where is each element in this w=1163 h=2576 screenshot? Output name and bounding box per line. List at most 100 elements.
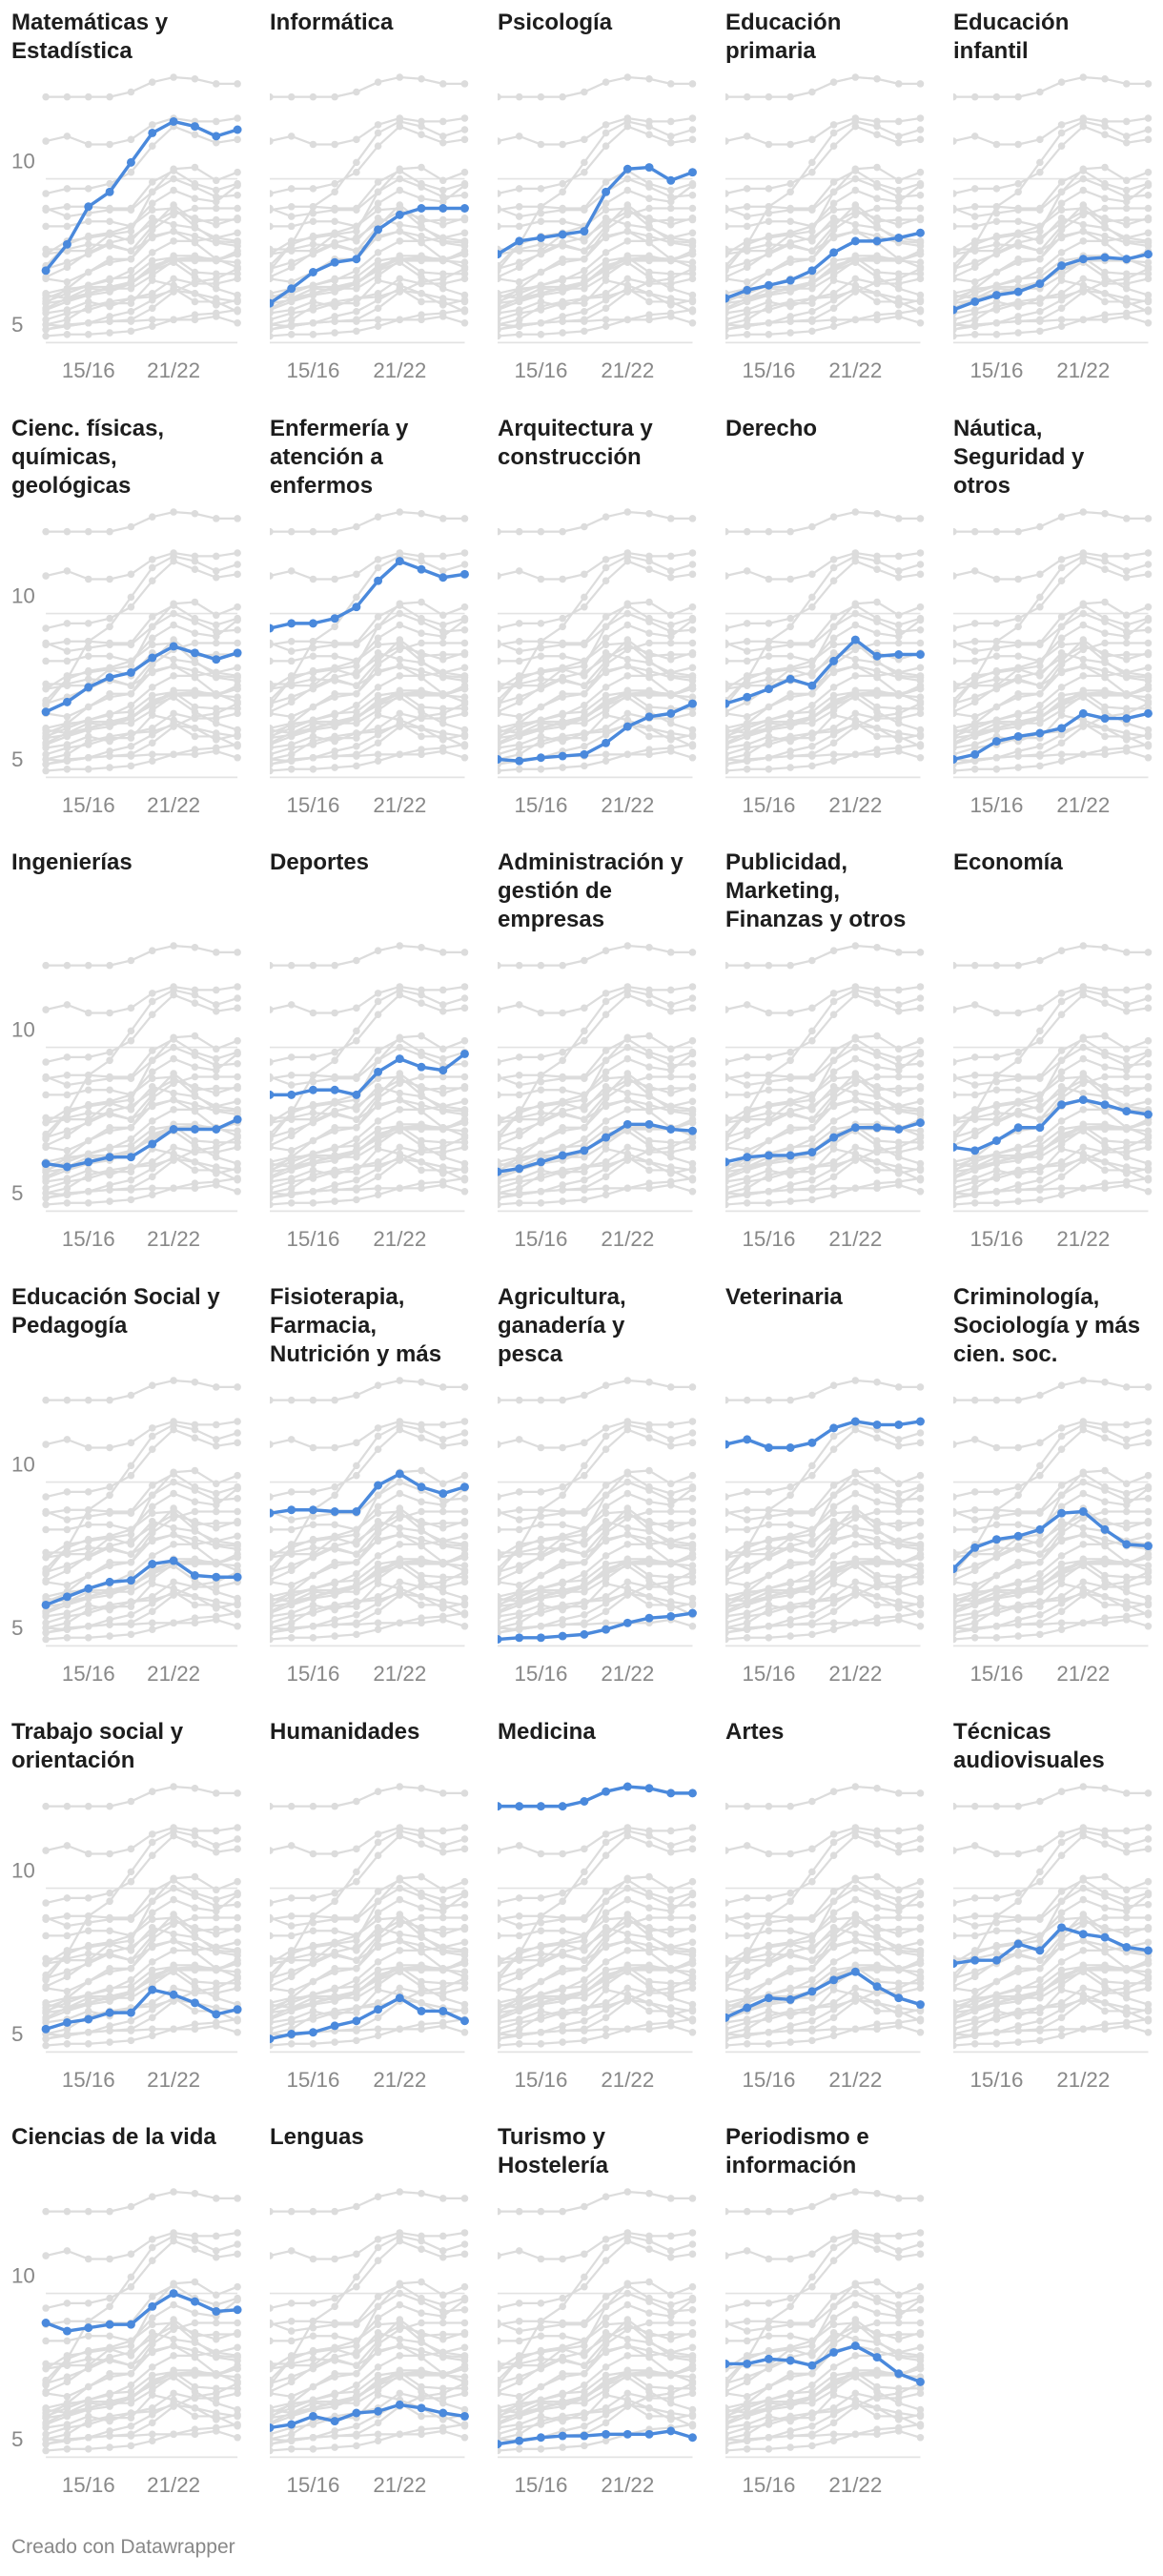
context-dot — [1079, 1143, 1088, 1152]
context-dot — [786, 737, 794, 746]
context-line — [45, 986, 238, 1014]
context-dot — [1036, 135, 1044, 144]
context-dot — [645, 1032, 653, 1040]
context-dot — [581, 295, 588, 302]
context-dot — [353, 701, 360, 709]
context-dot — [439, 1073, 447, 1081]
context-dot — [1036, 593, 1044, 601]
context-dot — [515, 566, 523, 575]
context-dot — [970, 1091, 979, 1099]
context-dot — [191, 194, 199, 202]
context-line — [45, 642, 238, 702]
context-dot — [786, 664, 794, 673]
context-dot — [765, 1010, 773, 1017]
context-dot — [418, 1101, 425, 1109]
context-dot — [894, 728, 903, 737]
context-dot — [623, 186, 632, 194]
context-dot — [374, 623, 382, 630]
context-dot — [1014, 763, 1022, 771]
context-dot — [808, 206, 816, 214]
context-line — [498, 743, 693, 772]
context-dot — [418, 117, 425, 126]
context-dot — [42, 527, 50, 536]
context-dot — [559, 217, 566, 226]
context-dot — [829, 222, 838, 231]
context-dot — [1144, 685, 1153, 693]
context-dot — [1144, 650, 1153, 658]
context-dot — [1014, 329, 1022, 337]
context-dot — [1014, 1049, 1022, 1056]
context-dot — [1014, 614, 1022, 623]
context-dot — [287, 245, 296, 254]
context-dot — [916, 168, 925, 176]
context-dot — [725, 137, 729, 145]
context-dot — [515, 306, 523, 314]
context-dot — [537, 732, 545, 740]
context-line — [953, 1130, 1149, 1178]
context-dot — [515, 1175, 523, 1183]
context-dot — [970, 1199, 979, 1207]
context-dot — [148, 1126, 156, 1134]
context-dot — [1014, 302, 1022, 311]
context-dot — [953, 290, 957, 297]
context-line — [498, 723, 693, 749]
context-dot — [829, 634, 838, 642]
context-dot — [1057, 683, 1066, 691]
highlight-dot — [515, 236, 524, 246]
highlight-dot — [84, 683, 93, 692]
context-dot — [743, 278, 751, 286]
context-dot — [894, 176, 903, 185]
context-dot — [127, 728, 135, 737]
context-dot — [106, 1086, 113, 1094]
context-dot — [829, 276, 838, 284]
context-dot — [287, 202, 296, 211]
context-dot — [851, 693, 860, 701]
context-dot — [460, 191, 469, 199]
context-dot — [1122, 573, 1131, 582]
context-dot — [537, 703, 545, 710]
context-dot — [148, 1083, 156, 1091]
context-dot — [515, 258, 523, 266]
context-dot — [808, 689, 816, 698]
context-dot — [725, 732, 729, 740]
context-dot — [331, 1155, 338, 1163]
context-dot — [1057, 1145, 1066, 1154]
x-tick-label: 21/22 — [1056, 358, 1110, 382]
context-dot — [106, 751, 113, 760]
context-line — [45, 612, 238, 652]
context-dot — [234, 514, 241, 522]
context-dot — [1079, 693, 1088, 701]
context-dot — [106, 1049, 113, 1056]
context-dot — [106, 286, 113, 295]
context-dot — [418, 673, 425, 682]
context-dot — [439, 284, 447, 293]
context-dot — [829, 739, 838, 746]
context-dot — [602, 947, 610, 955]
context-dot — [84, 644, 92, 652]
context-dot — [353, 1124, 360, 1132]
context-dot — [374, 710, 382, 719]
context-dot — [439, 270, 447, 278]
context-dot — [460, 560, 469, 568]
context-dot — [396, 237, 404, 245]
context-dot — [645, 273, 653, 281]
context-dot — [1122, 1008, 1131, 1015]
context-dot — [148, 222, 156, 231]
context-dot — [498, 309, 501, 317]
context-dot — [191, 1073, 199, 1081]
context-dot — [808, 1124, 816, 1132]
context-dot — [127, 1569, 135, 1578]
context-dot — [688, 685, 697, 693]
context-dot — [1101, 666, 1109, 675]
context-dot — [439, 176, 447, 185]
context-dot — [1079, 114, 1088, 122]
context-dot — [602, 199, 610, 208]
context-line — [270, 315, 465, 331]
context-dot — [234, 671, 241, 680]
context-line — [953, 1046, 1149, 1087]
context-dot — [84, 619, 92, 627]
context-dot — [106, 317, 113, 325]
context-dot — [829, 1117, 838, 1125]
panel-title: Educación Social y Pedagogía — [11, 1283, 220, 1339]
context-dot — [148, 750, 156, 758]
